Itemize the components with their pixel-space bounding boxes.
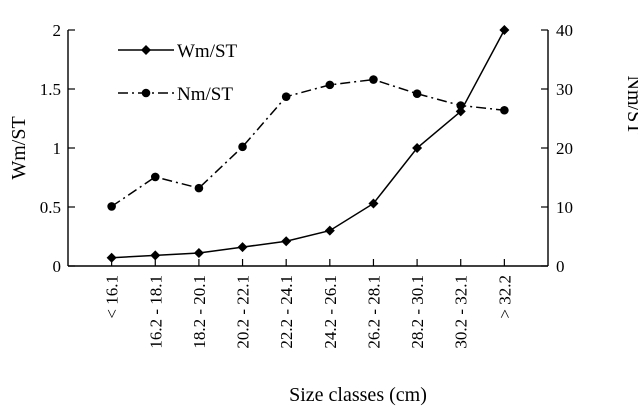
series-nm: [107, 75, 509, 211]
data-point: [456, 101, 466, 110]
x-tick-label: 24.2 - 26.1: [321, 275, 340, 349]
x-axis-title: Size classes (cm): [289, 384, 427, 406]
y-left-tick-label: 0: [53, 257, 62, 276]
series-line-wm: [111, 29, 506, 259]
x-tick-label: 30.2 - 32.1: [452, 275, 471, 349]
x-tick-label: 20.2 - 22.1: [234, 275, 253, 349]
data-point: [193, 248, 204, 259]
data-point: [150, 172, 160, 182]
data-point: [281, 236, 292, 247]
legend-label: Nm/ST: [177, 84, 233, 105]
y-right-tick-label: 10: [556, 198, 573, 217]
data-point: [107, 202, 116, 211]
x-tick-label: 18.2 - 20.1: [190, 275, 209, 349]
x-tick-label: 16.2 - 18.1: [146, 275, 165, 349]
x-tick-label: > 32.2: [495, 275, 514, 319]
series-line-nm: [111, 78, 505, 208]
y-right-tick-label: 40: [556, 21, 573, 40]
y-right-tick-label: 30: [556, 80, 573, 99]
legend-label: Wm/ST: [177, 41, 238, 62]
data-point: [499, 25, 510, 35]
y-axis-left-title: Wm/ST: [8, 116, 30, 179]
data-point: [237, 242, 248, 253]
data-point: [369, 75, 378, 84]
data-point: [141, 88, 151, 98]
legend: Wm/ST Nm/ST: [118, 41, 238, 105]
data-point: [368, 198, 379, 209]
y-left-tick-label: 2: [53, 21, 62, 40]
data-point: [281, 92, 291, 101]
data-point: [141, 45, 151, 55]
x-tick-label: < 16.1: [103, 275, 122, 319]
x-tick-label: 26.2 - 28.1: [364, 275, 383, 349]
data-point: [194, 183, 204, 193]
series-wm: [106, 25, 510, 263]
y-left-tick-label: 1: [53, 139, 62, 158]
data-point: [238, 142, 247, 152]
data-point: [150, 250, 161, 261]
data-point: [325, 80, 335, 90]
data-point: [412, 89, 422, 99]
y-axis-right-title: Nm/ST: [623, 76, 638, 135]
y-left-tick-label: 0.5: [40, 198, 61, 217]
y-left-tick-label: 1.5: [40, 80, 61, 99]
y-right-tick-label: 20: [556, 139, 573, 158]
data-point: [500, 105, 509, 115]
x-tick-label: 22.2 - 24.1: [277, 275, 296, 349]
data-point: [324, 225, 335, 236]
y-right-tick-label: 0: [556, 257, 565, 276]
x-tick-label: 28.2 - 30.1: [408, 275, 427, 349]
data-point: [106, 252, 117, 263]
data-point: [412, 143, 423, 153]
